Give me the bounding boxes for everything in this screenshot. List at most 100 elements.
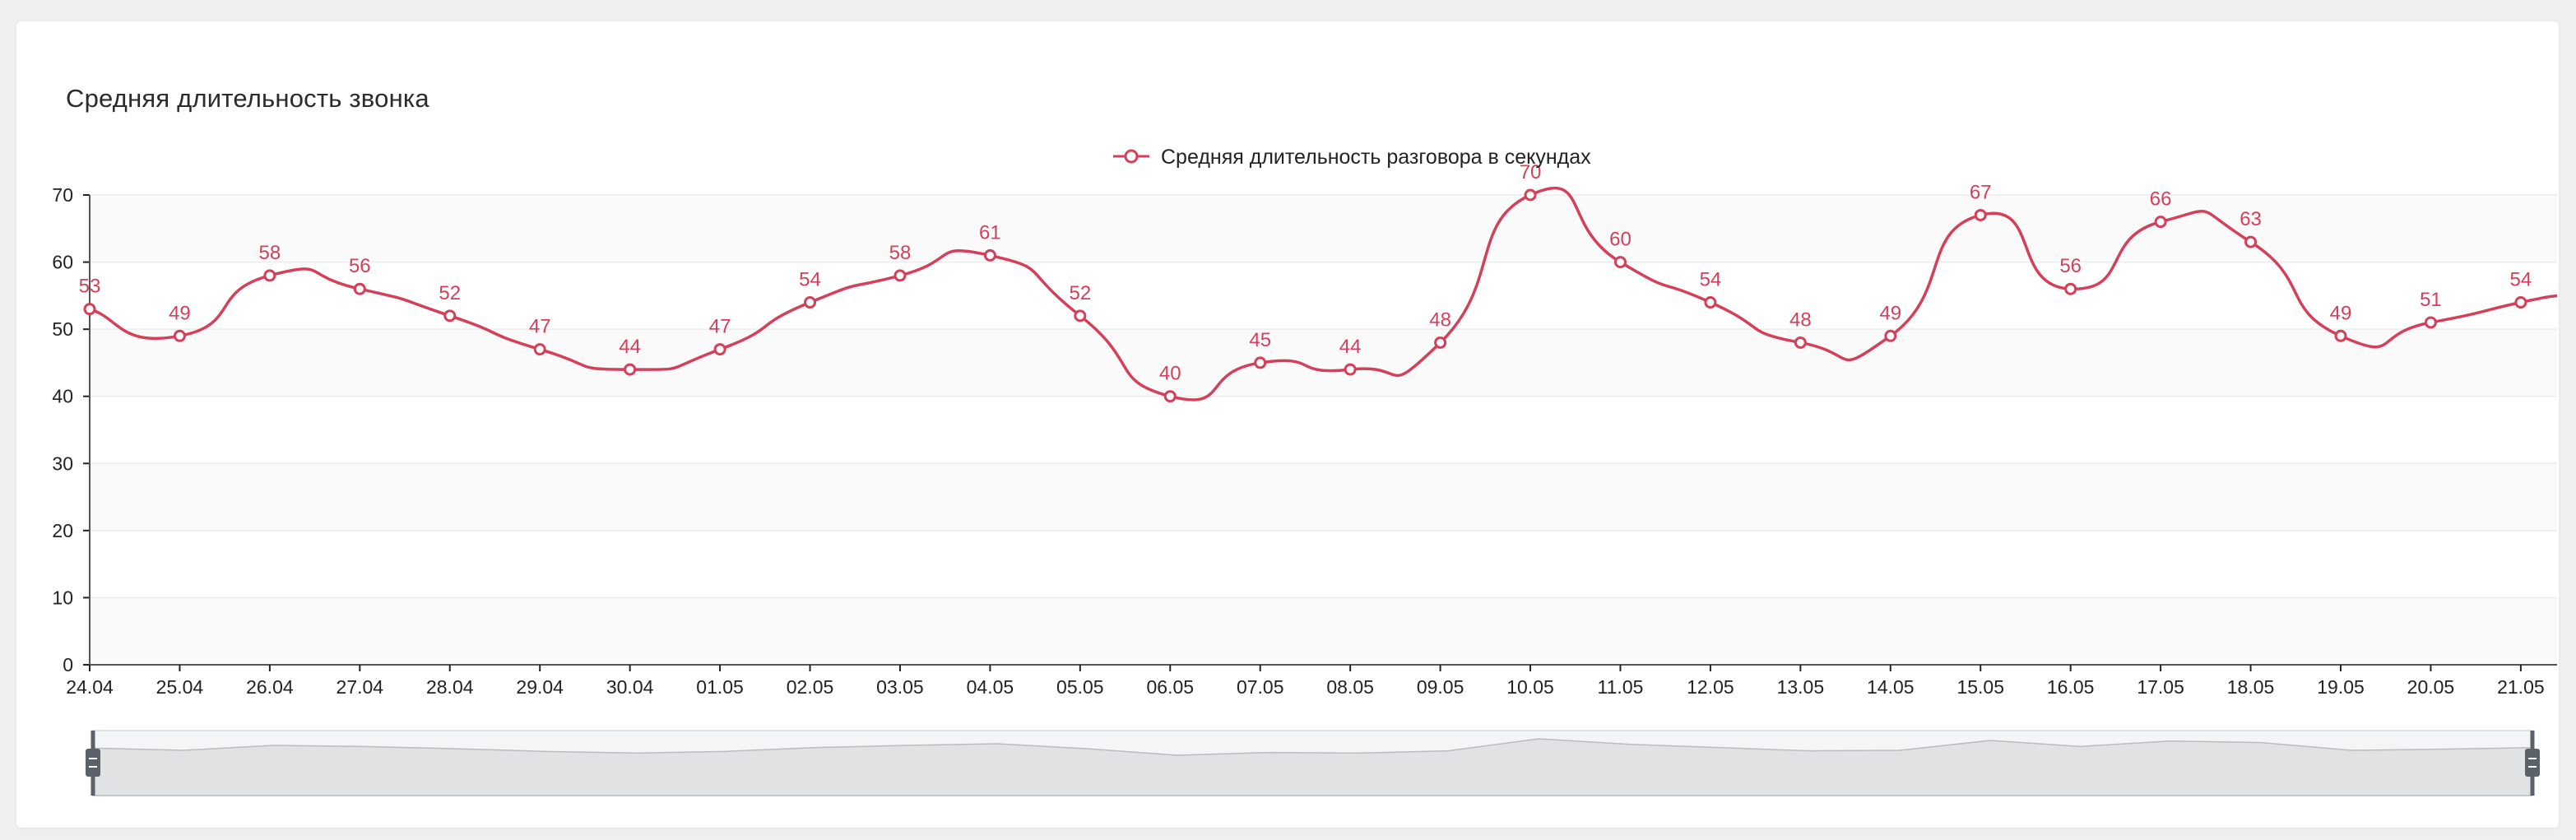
data-point xyxy=(83,303,96,316)
data-point xyxy=(533,343,546,356)
data-label: 58 xyxy=(889,242,912,264)
y-tick-label: 20 xyxy=(52,520,73,541)
x-tick-label: 18.05 xyxy=(2227,676,2275,698)
data-point xyxy=(2154,216,2167,229)
data-label: 54 xyxy=(1700,269,1722,291)
data-point xyxy=(1434,336,1447,349)
data-point xyxy=(1884,329,1897,342)
data-point xyxy=(263,269,276,282)
data-point xyxy=(2334,329,2347,342)
zoom-handle-right[interactable] xyxy=(2525,731,2540,796)
data-point xyxy=(1524,188,1537,202)
x-tick-label: 30.04 xyxy=(606,676,654,698)
data-label: 47 xyxy=(709,316,731,338)
y-tick-label: 40 xyxy=(52,386,73,407)
data-label: 66 xyxy=(2150,188,2172,211)
y-tick-label: 0 xyxy=(63,654,73,675)
data-label: 63 xyxy=(2239,208,2262,230)
x-tick-label: 02.05 xyxy=(787,676,834,698)
x-tick-label: 27.04 xyxy=(337,676,384,698)
grid-band xyxy=(90,463,2557,531)
zoom-handle-left[interactable] xyxy=(86,731,100,796)
data-point xyxy=(1074,309,1087,323)
data-label: 49 xyxy=(169,302,191,324)
data-point xyxy=(353,282,366,295)
x-tick-label: 21.05 xyxy=(2497,676,2545,698)
x-tick-label: 06.05 xyxy=(1146,676,1194,698)
data-label: 56 xyxy=(2059,255,2082,277)
zoom-handle-left-grip[interactable] xyxy=(86,749,100,777)
data-point xyxy=(1794,336,1807,349)
data-label: 52 xyxy=(1069,282,1091,304)
data-point xyxy=(804,296,817,309)
y-tick-label: 10 xyxy=(52,587,73,608)
x-tick-label: 11.05 xyxy=(1598,676,1644,698)
data-point xyxy=(173,329,186,342)
chart-card: Средняя длительность звонка xyxy=(16,21,2559,828)
data-point xyxy=(2064,282,2077,295)
y-tick-label: 70 xyxy=(52,184,73,206)
x-tick-label: 14.05 xyxy=(1867,676,1915,698)
x-tick-label: 03.05 xyxy=(876,676,924,698)
data-label: 70 xyxy=(1520,161,1542,183)
data-label: 53 xyxy=(79,276,101,298)
data-label: 58 xyxy=(259,242,281,264)
data-point xyxy=(1613,256,1627,269)
data-label: 51 xyxy=(2420,289,2442,311)
data-point xyxy=(983,248,996,262)
data-label: 44 xyxy=(619,336,641,358)
x-tick-label: 01.05 xyxy=(696,676,744,698)
data-label: 56 xyxy=(349,255,371,277)
data-point xyxy=(713,343,726,356)
x-tick-label: 16.05 xyxy=(2047,676,2095,698)
x-tick-label: 25.04 xyxy=(156,676,204,698)
zoom-handle-right-grip[interactable] xyxy=(2525,749,2540,777)
data-label: 54 xyxy=(799,269,821,291)
x-tick-label: 07.05 xyxy=(1237,676,1284,698)
x-tick-label: 08.05 xyxy=(1326,676,1374,698)
data-point xyxy=(624,363,637,376)
x-tick-label: 24.04 xyxy=(66,676,114,698)
grid-band xyxy=(90,597,2557,665)
legend-label: Средняя длительность разговора в секунда… xyxy=(1161,146,1591,169)
x-tick-label: 05.05 xyxy=(1056,676,1104,698)
y-tick-label: 30 xyxy=(52,452,73,474)
legend-marker xyxy=(1124,149,1139,164)
data-label: 45 xyxy=(1249,329,1271,351)
x-tick-label: 29.04 xyxy=(516,676,564,698)
data-point xyxy=(2514,296,2527,309)
card-title: Средняя длительность звонка xyxy=(66,84,429,113)
data-point xyxy=(1344,363,1357,376)
x-tick-label: 04.05 xyxy=(967,676,1014,698)
data-label: 67 xyxy=(1970,181,1992,203)
data-label: 49 xyxy=(2330,302,2352,324)
data-point xyxy=(2424,316,2437,329)
data-label: 49 xyxy=(1879,302,1901,324)
data-point xyxy=(1163,390,1177,403)
data-point xyxy=(1704,296,1717,309)
data-label: 40 xyxy=(1159,363,1181,385)
x-tick-label: 10.05 xyxy=(1506,676,1554,698)
y-tick-label: 60 xyxy=(52,252,73,273)
data-point xyxy=(2244,235,2258,248)
x-tick-label: 17.05 xyxy=(2137,676,2184,698)
data-label: 60 xyxy=(1609,229,1631,251)
x-tick-label: 13.05 xyxy=(1777,676,1825,698)
x-tick-label: 19.05 xyxy=(2317,676,2365,698)
data-label: 48 xyxy=(1789,309,1812,331)
data-label: 48 xyxy=(1429,309,1451,331)
data-point xyxy=(1974,208,1987,221)
data-point xyxy=(893,269,907,282)
data-point xyxy=(1254,356,1267,369)
x-tick-label: 28.04 xyxy=(426,676,474,698)
data-label: 44 xyxy=(1339,336,1362,358)
x-tick-label: 12.05 xyxy=(1687,676,1734,698)
data-label: 54 xyxy=(2510,269,2532,291)
grid-band xyxy=(90,329,2557,397)
data-label: 47 xyxy=(529,316,551,338)
data-label: 52 xyxy=(439,282,461,304)
x-tick-label: 09.05 xyxy=(1417,676,1464,698)
zoom-preview xyxy=(92,738,2533,796)
data-label: 61 xyxy=(979,221,1001,244)
